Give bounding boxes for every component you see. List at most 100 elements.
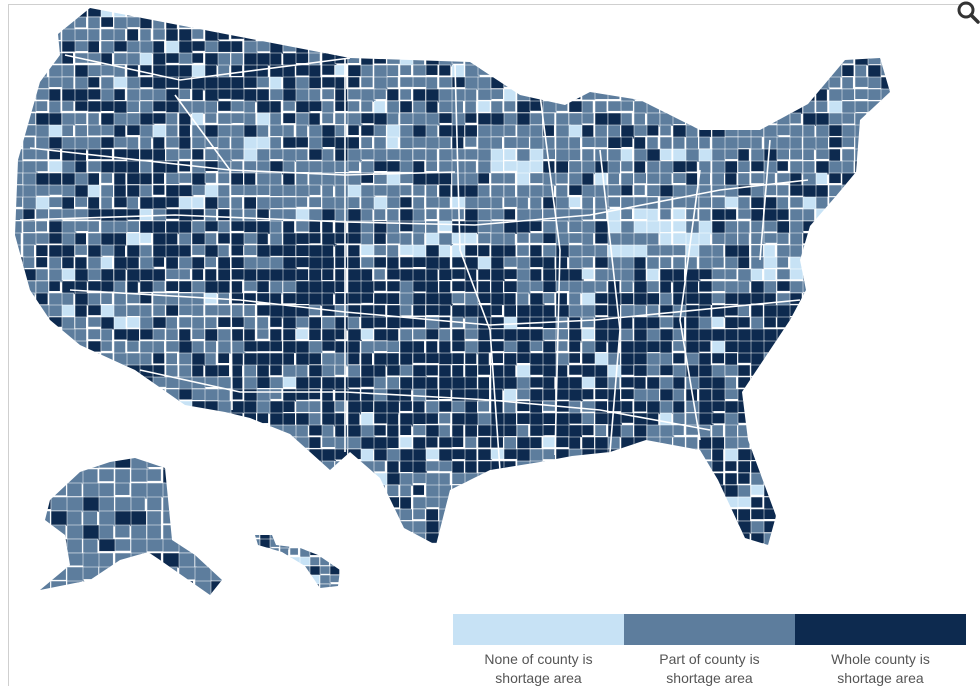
county-cell (347, 280, 363, 294)
county-cell (308, 184, 321, 196)
county-cell (750, 76, 766, 90)
county-cell (87, 448, 101, 464)
county-cell (490, 232, 505, 246)
county-cell (880, 112, 890, 126)
county-cell (568, 172, 583, 187)
county-cell (451, 388, 466, 403)
county-cell (35, 256, 48, 268)
county-cell (126, 136, 139, 151)
county-cell (347, 40, 360, 54)
alaska-county-cell (50, 594, 66, 595)
county-cell (542, 352, 558, 366)
county-cell (555, 448, 570, 462)
county-cell (607, 52, 622, 64)
county-cell (464, 40, 480, 54)
county-cell (295, 436, 310, 449)
county-cell (204, 40, 219, 53)
county-cell (35, 304, 50, 318)
county-cell (165, 268, 180, 280)
county-cell (581, 472, 596, 486)
county-cell (360, 544, 374, 545)
county-cell (828, 424, 843, 437)
county-cell (880, 244, 890, 260)
county-cell (360, 304, 374, 318)
county-cell (256, 484, 272, 497)
county-cell (568, 436, 581, 451)
county-cell (243, 244, 258, 256)
county-cell (321, 244, 334, 258)
county-cell (789, 352, 804, 367)
county-cell (516, 40, 529, 53)
county-cell (308, 172, 323, 187)
county-cell (854, 28, 867, 41)
county-cell (451, 412, 467, 426)
county-cell (347, 304, 361, 318)
county-cell (776, 100, 790, 116)
county-cell (867, 172, 880, 185)
county-cell (880, 340, 890, 352)
county-cell (438, 328, 451, 343)
county-cell (737, 472, 751, 485)
county-cell (672, 292, 687, 307)
magnifier-icon[interactable] (957, 1, 980, 24)
county-cell (724, 424, 738, 439)
county-cell (516, 88, 532, 101)
county-cell (776, 244, 791, 258)
county-cell (425, 124, 438, 139)
county-cell (127, 557, 141, 570)
county-cell (490, 508, 504, 524)
county-cell (425, 8, 440, 19)
county-cell (477, 448, 493, 461)
county-cell (763, 112, 780, 124)
county-cell (22, 88, 37, 100)
county-cell (620, 400, 633, 413)
county-cell (295, 244, 310, 257)
alaska-county-cell (227, 581, 241, 595)
county-cell (894, 329, 906, 339)
county-cell (22, 232, 38, 246)
hawaii-county-cell (319, 574, 332, 585)
county-cell (568, 28, 581, 40)
county-cell (880, 208, 890, 222)
county-cell (854, 268, 869, 280)
county-cell (217, 64, 230, 79)
hawaii-county-cell (339, 535, 340, 539)
county-cell (438, 376, 454, 391)
county-cell (815, 496, 829, 511)
county-cell (49, 557, 61, 569)
county-cell (217, 112, 234, 125)
hawaii-county-cell (329, 574, 340, 583)
county-cell (308, 268, 322, 283)
county-cell (646, 208, 659, 224)
county-cell (711, 496, 724, 512)
county-cell (568, 460, 583, 472)
county-cell (373, 148, 388, 163)
county-cell (425, 532, 441, 544)
county-cell (360, 124, 377, 137)
county-cell (529, 112, 543, 125)
county-cell (594, 100, 608, 113)
county-cell (438, 304, 451, 316)
county-cell (659, 52, 672, 64)
county-cell (581, 520, 597, 535)
county-cell (750, 136, 763, 150)
county-cell (308, 112, 321, 127)
county-cell (529, 448, 544, 462)
county-cell (737, 520, 752, 535)
county-cell (828, 340, 845, 353)
county-cell (282, 16, 298, 31)
county-cell (490, 292, 506, 306)
county-cell (620, 148, 633, 163)
county-cell (646, 148, 662, 163)
county-cell (815, 376, 830, 390)
county-cell (243, 220, 257, 233)
county-cell (399, 112, 416, 125)
county-cell (308, 352, 322, 365)
county-cell (412, 256, 429, 268)
county-cell (880, 196, 890, 211)
county-cell (373, 8, 387, 17)
county-cell (750, 520, 766, 534)
county-cell (815, 424, 832, 439)
county-cell (412, 520, 427, 535)
